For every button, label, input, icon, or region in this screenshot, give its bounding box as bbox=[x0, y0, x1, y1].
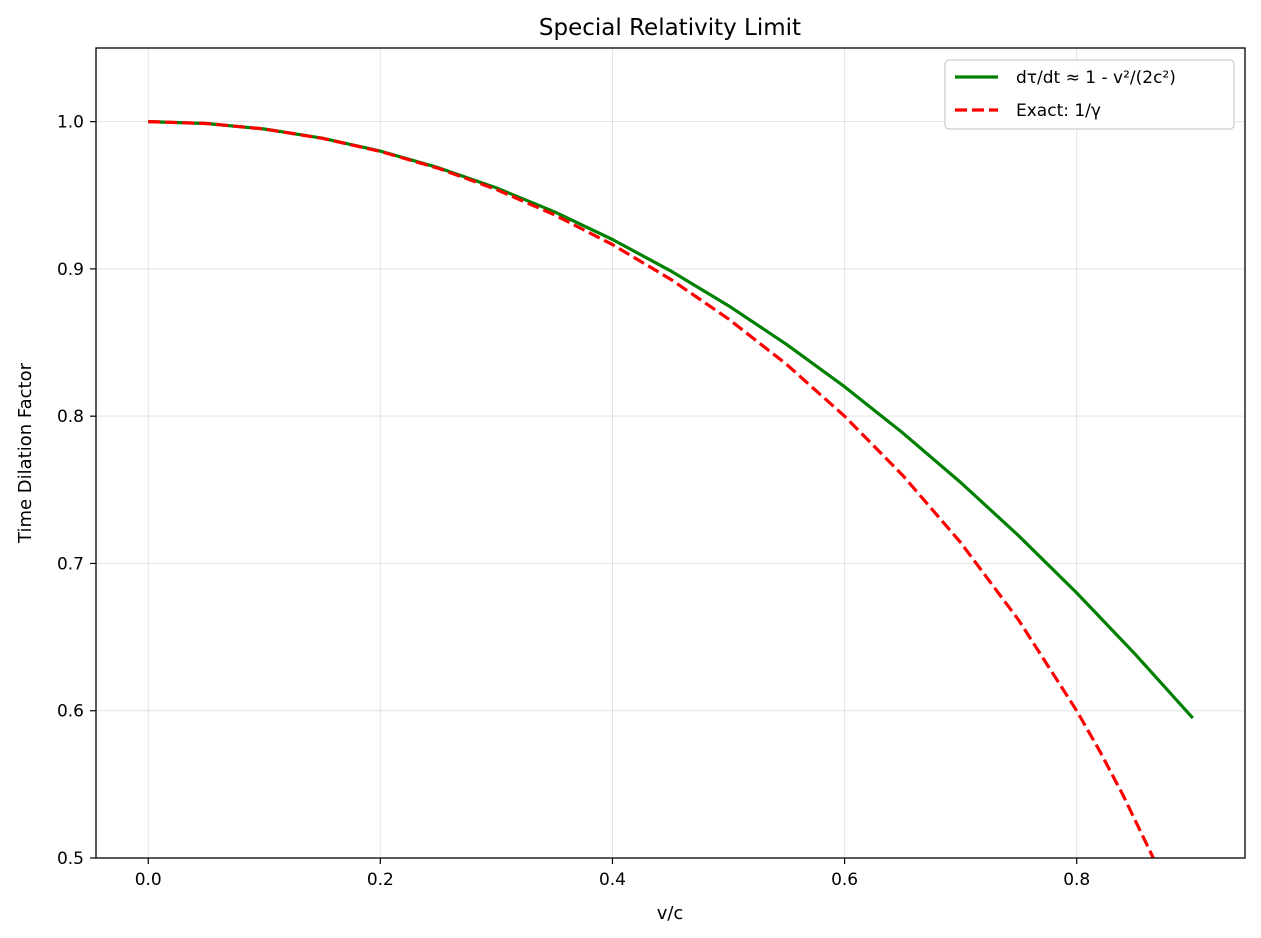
x-tick-label: 0.4 bbox=[599, 870, 626, 890]
x-axis-label: v/c bbox=[657, 903, 684, 924]
y-tick-label: 0.8 bbox=[57, 407, 84, 427]
chart-title: Special Relativity Limit bbox=[539, 15, 801, 41]
legend: dτ/dt ≈ 1 - v²/(2c²) Exact: 1/γ bbox=[944, 59, 1235, 130]
y-tick-label: 0.9 bbox=[57, 260, 84, 280]
series-line-1 bbox=[148, 120, 1194, 720]
y-tick-label: 0.6 bbox=[57, 702, 84, 722]
y-tick-label: 0.5 bbox=[57, 849, 84, 869]
legend-label: Exact: 1/γ bbox=[1016, 101, 1101, 121]
legend-box bbox=[944, 59, 1235, 130]
x-tick-label: 0.8 bbox=[1063, 870, 1090, 890]
grid-lines bbox=[96, 48, 1245, 859]
x-tick-label: 0.2 bbox=[367, 870, 394, 890]
plot-series bbox=[148, 120, 1194, 859]
y-tick-label: 1.0 bbox=[57, 113, 84, 133]
series-line-2 bbox=[148, 120, 1155, 859]
x-tick-label: 0.6 bbox=[831, 870, 858, 890]
legend-label: dτ/dt ≈ 1 - v²/(2c²) bbox=[1016, 68, 1176, 88]
y-axis-label: Time Dilation Factor bbox=[15, 362, 36, 544]
y-tick-label: 0.7 bbox=[57, 554, 84, 574]
plot-frame bbox=[95, 47, 1246, 859]
y-axis: 0.5 0.6 0.7 0.8 0.9 1.0 bbox=[57, 113, 96, 869]
x-axis: 0.0 0.2 0.4 0.6 0.8 bbox=[135, 858, 1090, 890]
x-tick-label: 0.0 bbox=[135, 870, 162, 890]
